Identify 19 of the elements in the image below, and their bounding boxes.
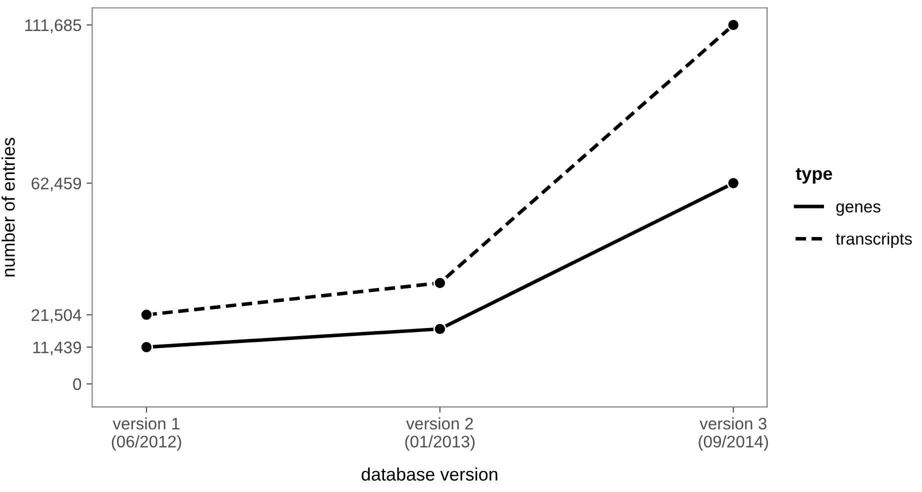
x-tick-label: version 1 (06/2012) — [112, 417, 182, 451]
y-tick-label: 0 — [73, 378, 82, 390]
y-tick-label: 62,459 — [32, 178, 81, 192]
y-tick-label: 21,504 — [32, 309, 82, 323]
legend-label: transcripts — [836, 232, 912, 248]
y-tick-label: 111,685 — [25, 19, 82, 34]
point — [140, 340, 153, 354]
y-tick-label: 11,439 — [33, 342, 81, 356]
point — [433, 276, 446, 290]
x-axis-title: database version — [362, 467, 498, 481]
point — [726, 18, 740, 32]
legend-label: genes — [836, 203, 880, 216]
legend-title: type — [796, 168, 832, 184]
point — [726, 176, 740, 190]
y-axis-title: number of entries — [2, 138, 15, 276]
x-tick-label: version 3 (09/2014) — [698, 417, 768, 451]
point — [433, 322, 446, 336]
x-tick-label: version 2 (01/2013) — [405, 417, 475, 451]
point — [140, 308, 153, 322]
